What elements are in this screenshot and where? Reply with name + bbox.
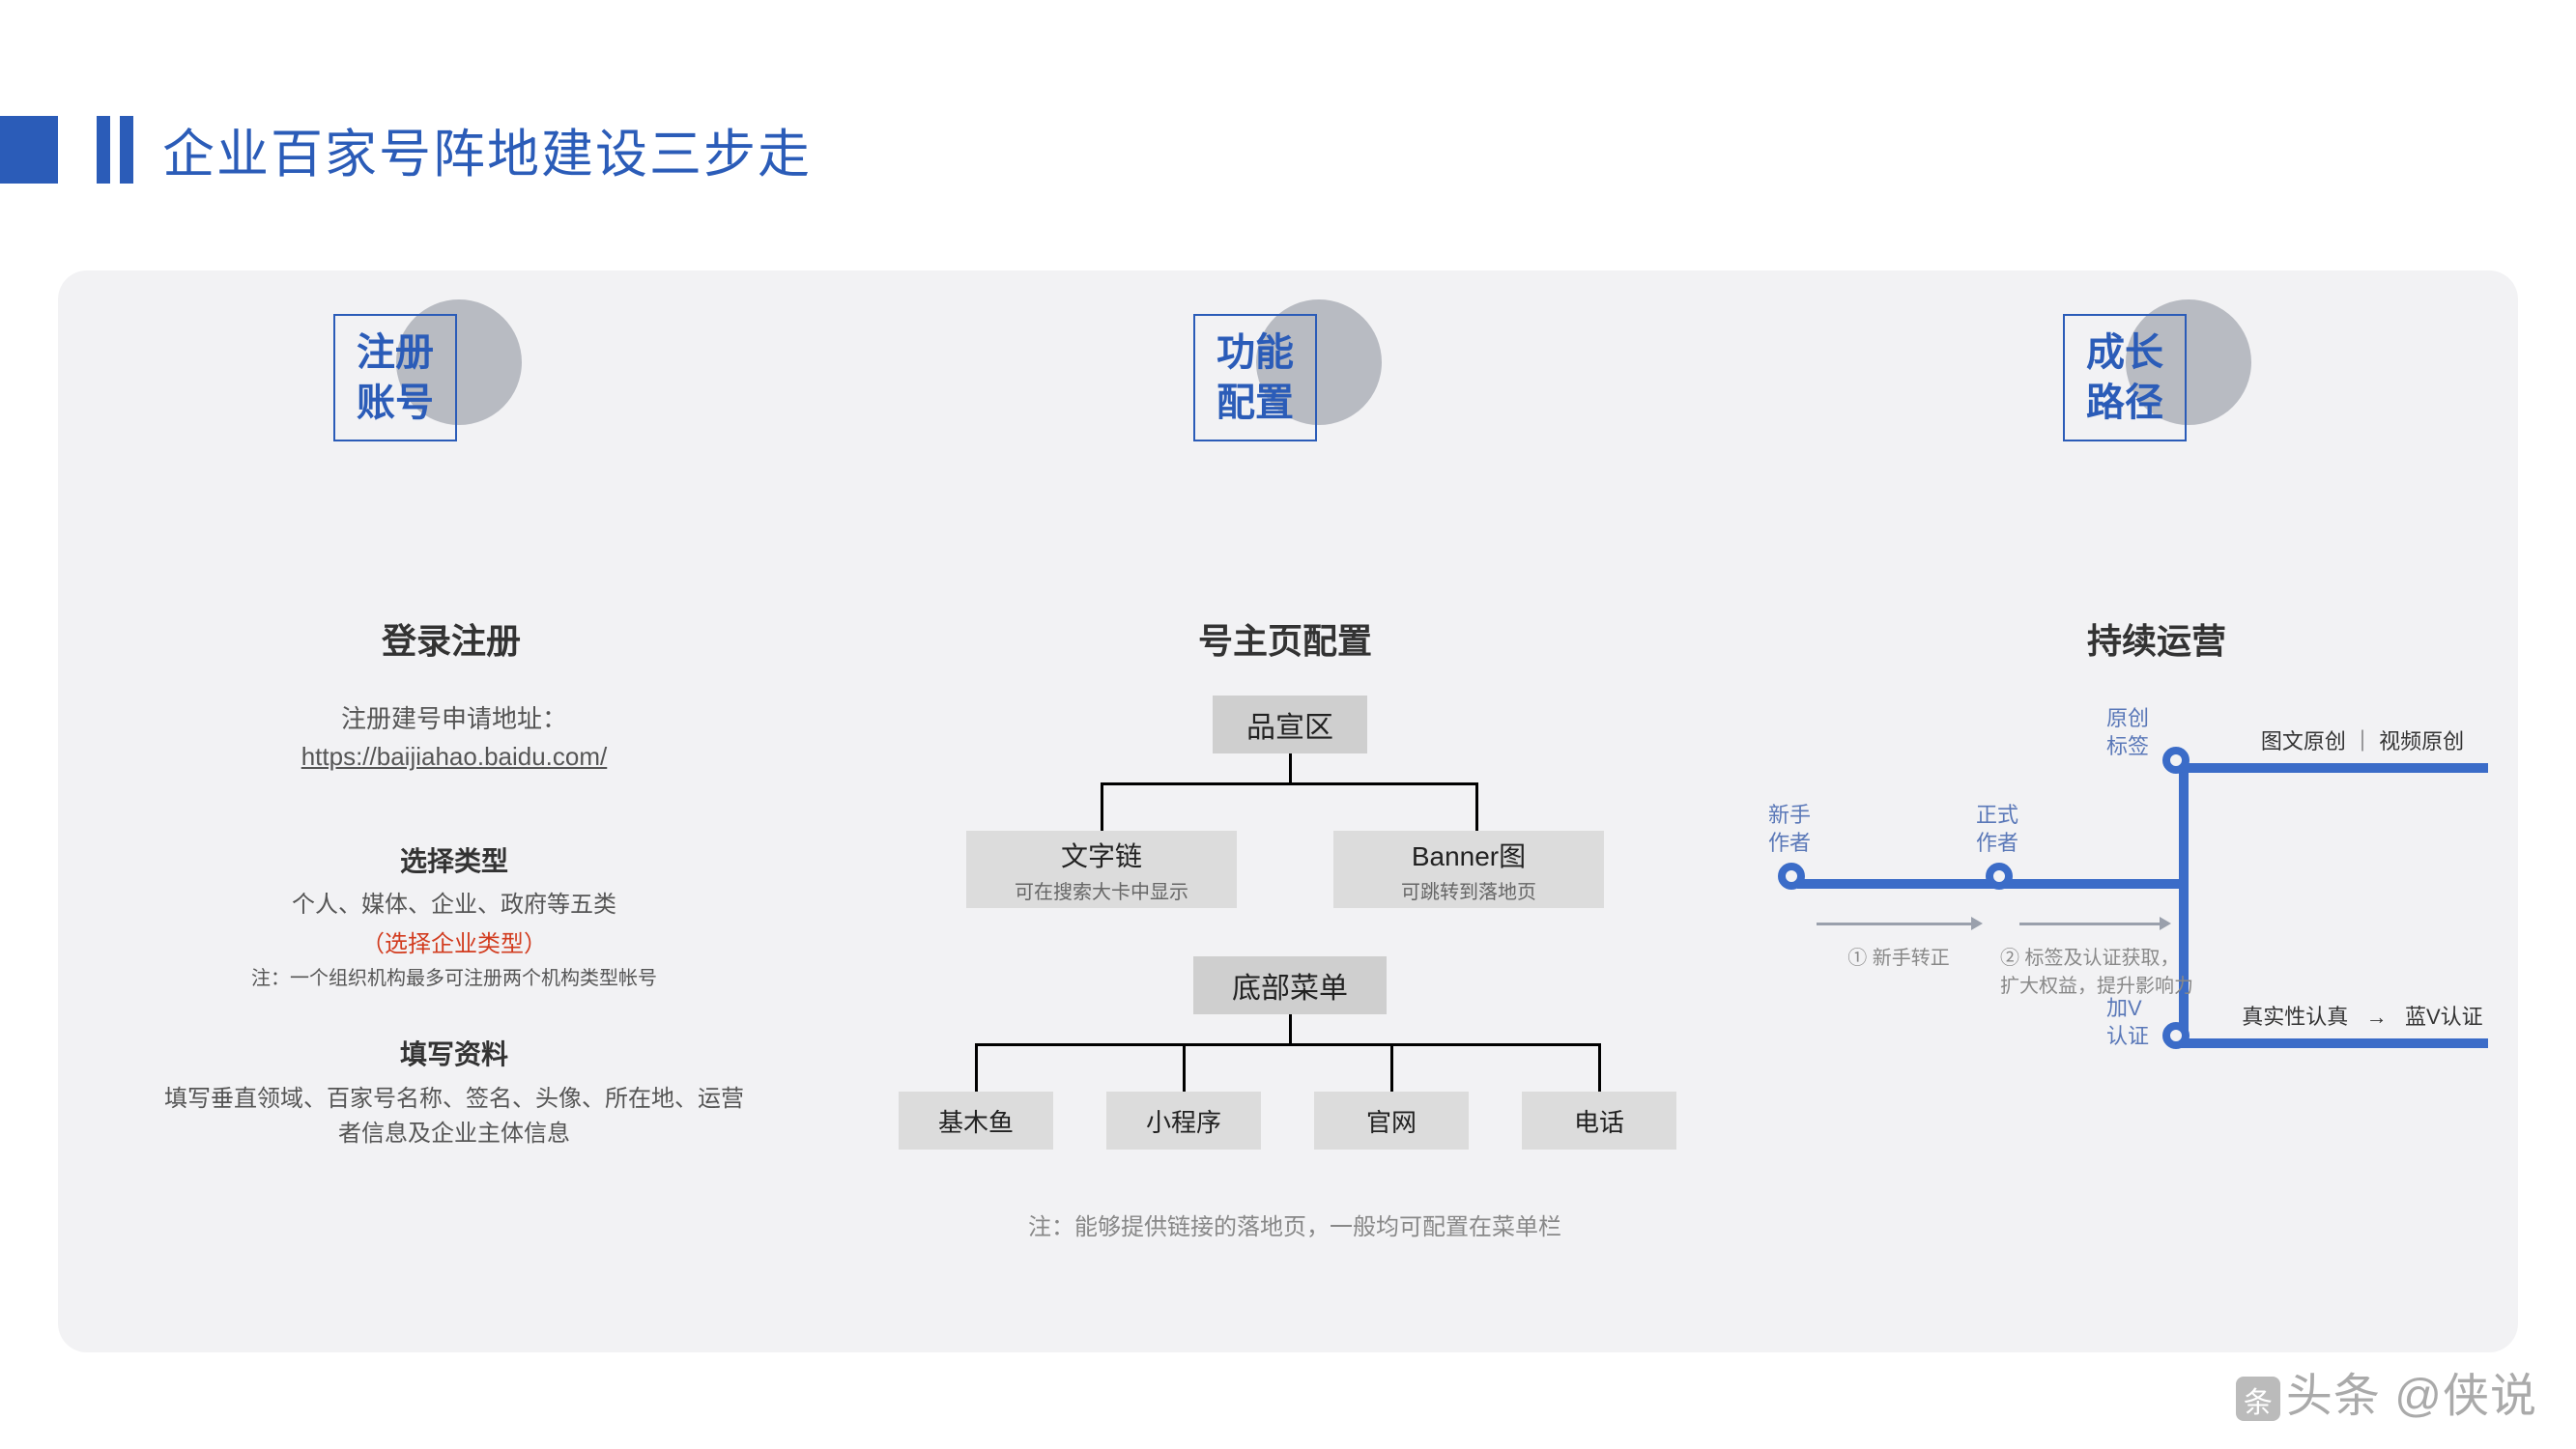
title-bar: 企业百家号阵地建设三步走 [0,111,812,187]
col2-menu-item-2-label: 小程序 [1146,1103,1221,1139]
connector [1289,753,1292,782]
page-title: 企业百家号阵地建设三步走 [162,111,812,187]
col3-head-line1: 成长 [2086,327,2163,378]
arrow-line-1 [1817,923,1971,925]
col2-box-banner-title: Banner图 [1412,836,1526,874]
col2-menu-item-4-label: 电话 [1574,1103,1624,1139]
col2-box-menu-label: 底部菜单 [1232,964,1348,1007]
branch-bottom-left: 真实性认真 [2242,1005,2348,1029]
col2-box-textlink: 文字链 可在搜索大卡中显示 [966,831,1237,908]
path-bottom-branch [2179,1038,2488,1048]
arrow-head-2 [2160,917,2171,930]
node2-label: 正式作者 [1976,802,2018,857]
title-accent-block [0,116,58,184]
col2-box-banner: Banner图 可跳转到落地页 [1333,831,1604,908]
watermark: 头条 @侠说 [2236,1357,2537,1425]
node4-label: 加V认证 [2106,995,2149,1050]
col1-type-red: （选择企业类型） [193,924,715,958]
watermark-icon [2236,1377,2280,1421]
arrow-head-1 [1971,917,1983,930]
branch-bottom-label: 真实性认真 → 蓝V认证 [2222,1000,2503,1031]
connector [1101,782,1103,831]
connector [1289,1014,1292,1043]
col2-box-banner-sub: 可跳转到落地页 [1401,876,1536,904]
col2-box-menu: 底部菜单 [1193,956,1387,1014]
col3-head-text: 成长 路径 [2063,314,2187,441]
col1-fill-heading: 填写资料 [155,1034,754,1072]
col1-subtitle: 登录注册 [382,613,521,664]
connector [1598,1043,1601,1092]
col1-type-note: 注：一个组织机构最多可注册两个机构类型帐号 [193,962,715,990]
title-accent-strip-1 [97,116,110,184]
watermark-text: 头条 @侠说 [2286,1371,2537,1422]
col3-header: 成长 路径 [2063,314,2187,441]
col1-fill-desc: 填写垂直领域、百家号名称、签名、头像、所在地、运营者信息及企业主体信息 [155,1082,754,1151]
col1-type-group: 选择类型 个人、媒体、企业、政府等五类 （选择企业类型） 注：一个组织机构最多可… [193,840,715,990]
step2-label: ② 标签及认证获取，扩大权益，提升影响力 [2000,942,2193,998]
node3-label: 原创标签 [2106,705,2149,760]
col1-fill-group: 填写资料 填写垂直领域、百家号名称、签名、头像、所在地、运营者信息及企业主体信息 [155,1034,754,1151]
col2-head-text: 功能 配置 [1193,314,1317,441]
col1-head-text: 注册 账号 [333,314,457,441]
col1-type-heading: 选择类型 [193,840,715,879]
col2-menu-item-3: 官网 [1314,1092,1469,1150]
node-ring-1 [1778,863,1805,890]
col2-menu-item-4: 电话 [1522,1092,1676,1150]
connector [1475,782,1478,831]
arrow-line-2 [2019,923,2160,925]
col2-menu-item-3-label: 官网 [1366,1103,1417,1139]
col2-box-textlink-sub: 可在搜索大卡中显示 [1015,876,1188,904]
main-panel: 注册 账号 功能 配置 成长 路径 登录注册 注册建号申请地址： https:/… [58,270,2518,1352]
branch-bottom-arrow: → [2366,1005,2388,1029]
branch-bottom-right: 蓝V认证 [2405,1005,2483,1029]
col2-menu-item-2: 小程序 [1106,1092,1261,1150]
col2-box-textlink-title: 文字链 [1061,836,1142,874]
col2-menu-item-1: 基木鱼 [899,1092,1053,1150]
connector [975,1043,1600,1046]
title-accent-strip-2 [120,116,133,184]
node-ring-3 [2162,747,2190,774]
col1-type-desc: 个人、媒体、企业、政府等五类 [193,885,715,919]
col1-link-url[interactable]: https://baijiahao.baidu.com/ [261,738,647,776]
col1-head-line1: 注册 [357,327,434,378]
col1-link-label: 注册建号申请地址： [261,700,647,738]
branch-top-label: 图文原创 ｜ 视频原创 [2237,724,2488,755]
col3-subtitle: 持续运营 [2087,613,2226,664]
col2-box-brand-label: 品宣区 [1246,703,1333,746]
col2-footnote: 注：能够提供链接的落地页，一般均可配置在菜单栏 [986,1208,1604,1241]
path-top-branch [2179,763,2488,773]
node-ring-4 [2162,1022,2190,1049]
col2-menu-item-1-label: 基木鱼 [938,1103,1014,1139]
path-vertical-line [2179,763,2189,1048]
col2-head-line2: 配置 [1216,378,1294,428]
step1-label: ① 新手转正 [1826,942,1971,970]
col1-register-link-block: 注册建号申请地址： https://baijiahao.baidu.com/ [261,700,647,776]
node1-label: 新手作者 [1768,802,1811,857]
col2-head-line1: 功能 [1216,327,1294,378]
connector [975,1043,978,1092]
col2-subtitle: 号主页配置 [1198,613,1372,664]
col1-header: 注册 账号 [333,314,457,441]
col2-header: 功能 配置 [1193,314,1317,441]
connector [1101,782,1478,785]
node-ring-2 [1986,863,2013,890]
col3-path-diagram: 新手作者 正式作者 原创标签 加V认证 ① 新手转正 ② 标签及认证获取，扩大权… [1768,705,2503,1130]
col3-head-line2: 路径 [2086,378,2163,428]
col1-head-line2: 账号 [357,378,434,428]
connector [1183,1043,1186,1092]
col2-box-brand: 品宣区 [1213,696,1367,753]
connector [1390,1043,1393,1092]
